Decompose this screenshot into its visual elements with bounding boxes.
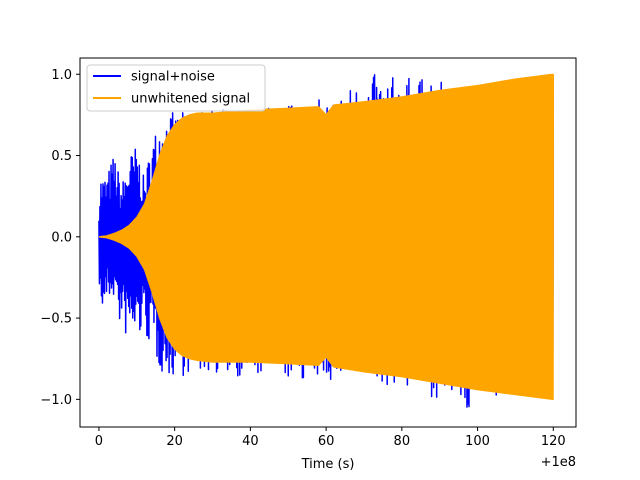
legend-label-unwhitened-signal: unwhitened signal [131,92,250,107]
y-tick-label: −1.0 [40,393,72,408]
x-tick-label: 20 [166,434,183,449]
x-tick-label: 0 [95,434,103,449]
x-axis-label: Time (s) [301,457,355,472]
x-tick-label: 40 [242,434,259,449]
y-axis: 1.0 0.5 0.0 −0.5 −1.0 [40,68,80,408]
x-tick-label: 100 [465,434,490,449]
series-line-unwhitened-signal [98,73,555,401]
y-tick-label: 0.0 [51,230,72,245]
legend-label-signal-noise: signal+noise [131,70,215,85]
axes-frame [79,57,577,428]
legend: signal+noise unwhitened signal [86,64,266,112]
y-tick-label: −0.5 [40,312,72,327]
x-tick-label: 120 [541,434,566,449]
legend-box [86,64,266,112]
x-axis: 0 20 40 60 80 100 120 [95,427,566,449]
y-tick-label: 1.0 [51,68,72,83]
y-tick-label: 0.5 [51,149,72,164]
x-axis-offset-label: +1e8 [541,455,576,470]
x-tick-label: 60 [318,434,335,449]
x-tick-label: 80 [394,434,411,449]
plot-area [98,73,555,408]
